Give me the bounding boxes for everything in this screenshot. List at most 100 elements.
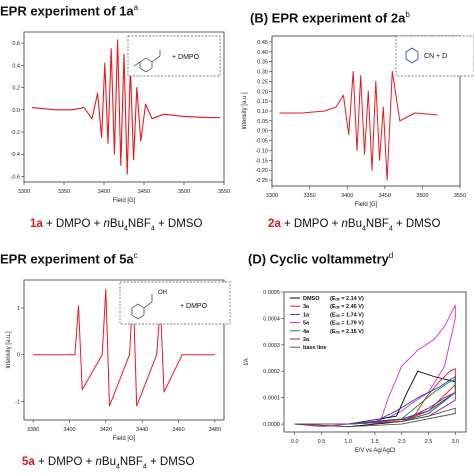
legend-label: base line (303, 345, 327, 351)
x-tick-label: 3300 (18, 189, 30, 195)
x-tick-label: 0.0 (291, 439, 299, 445)
legend-label: 3a (303, 304, 310, 310)
y-tick-label: 0.30 (257, 70, 268, 76)
x-tick-label: 2.5 (425, 439, 433, 445)
plot-frame (23, 31, 225, 183)
y-tick-label: 0.15 (257, 99, 268, 105)
x-tick-label: 3.0 (451, 439, 459, 445)
epr-2a-chart: 3300 3350 3400 3450 3500 3550 0.45 0.40 0.35 0.30… (242, 35, 474, 208)
y-tick-label: -0.6 (11, 174, 20, 180)
molecule-structure-icon (131, 294, 153, 320)
x-tick-label: 2.0 (398, 439, 406, 445)
y-tick-label: -0.20 (255, 168, 268, 174)
x-axis-label: E/V vs Ag/AgCl (355, 448, 396, 454)
y-tick-label: 0.0004 (263, 316, 280, 322)
x-tick-label: 3480 (209, 427, 221, 433)
y-tick-label: 0.4 (12, 63, 20, 69)
y-tick-label: 0.2 (12, 86, 20, 92)
y-tick-label: 0.10 (257, 109, 268, 115)
molecule-structure-icon (405, 47, 419, 64)
x-tick-label: 0.5 (318, 439, 326, 445)
x-tick-label: 3400 (63, 427, 75, 433)
inset-dmpo-label: + DMPO (180, 303, 208, 310)
inset-cn-label: CN + D (424, 53, 447, 60)
y-tick-label: -0.2 (11, 130, 20, 136)
x-tick-label: 3550 (454, 193, 466, 199)
inset-dmpo-label: + DMPO (172, 54, 200, 61)
legend-eox-value: (Eₒₓ = 1.74 V) (330, 312, 364, 318)
y-tick-label: 0.20 (257, 89, 268, 95)
inset-oh-label: OH (158, 290, 167, 296)
x-axis-label: Field [G] (113, 198, 136, 204)
inset-box (127, 35, 221, 77)
x-tick-label: 3460 (172, 427, 184, 433)
x-tick-label: 3500 (416, 193, 428, 199)
panel-c-caption: 5a + DMPO + nBu4NBF4 + DMSO (22, 456, 195, 471)
x-axis-label: Field [G] (355, 202, 378, 208)
x-tick-label: 1.5 (371, 439, 379, 445)
y-tick-label: 0.25 (257, 79, 268, 85)
x-tick-label: 3440 (136, 427, 148, 433)
molecule-structure-icon (133, 50, 161, 73)
legend-eox-value: (Eₒₓ = 2.46 V) (330, 304, 364, 310)
epr-1a-chart: 3300 3350 3400 3450 3500 3550 0.6 0.4 0.2 0.0 -0.2… (11, 31, 230, 204)
legend-label: 2a (303, 337, 310, 343)
y-tick-label: 0 (17, 353, 20, 359)
x-tick-label: 1.0 (344, 439, 352, 445)
cyclic-voltammetry-chart: 0.0 0.5 1.0 1.5 2.0 2.5 3.0 0.0005 0.0004 0.0003 0… (244, 290, 467, 454)
epr-5a-chart: 3380 3400 3420 3440 3460 3480 1 0 -1 Field [G] Int… (6, 279, 231, 442)
x-tick-label: 3420 (100, 427, 112, 433)
y-tick-label: 0.05 (257, 119, 268, 125)
series-line-4a (294, 378, 456, 425)
y-tick-label: 0.0005 (263, 290, 280, 296)
x-tick-label: 3550 (218, 189, 230, 195)
panel-c-title: EPR experiment of 5ac (0, 251, 138, 267)
y-tick-label: 0.0001 (263, 396, 280, 402)
y-axis-label: Intensity [a.u.] (242, 92, 248, 130)
inset-box (119, 281, 231, 325)
series-line-epr (33, 288, 215, 407)
x-tick-label: 3350 (58, 189, 70, 195)
legend-eox-value: (Eₒₓ = 2.16 V) (330, 329, 364, 335)
plot-frame (23, 279, 225, 421)
x-tick-label: 3400 (341, 193, 353, 199)
legend-label: 4a (303, 329, 310, 335)
y-tick-label: 0.00 (257, 129, 268, 135)
x-tick-label: 3400 (98, 189, 110, 195)
y-axis-label: Intensity [a.u.] (6, 331, 12, 369)
panel-a-title: EPR experiment of 1aa (0, 3, 139, 19)
y-tick-label: 0.45 (257, 40, 268, 46)
x-axis-label: Field [G] (113, 436, 136, 442)
plot-frame (283, 291, 467, 433)
panel-b-caption: 2a + DMPO + nBu4NBF4 + DMSO (268, 218, 441, 233)
y-tick-label: -1 (15, 399, 20, 405)
y-tick-label: -0.05 (255, 139, 268, 145)
series-line-1a (294, 376, 456, 425)
legend-eox-value: (Eₒₓ = 1.79 V) (330, 321, 364, 327)
panel-b-title: (B) EPR experiment of 2ab (250, 10, 410, 26)
series-line-base-line (294, 407, 456, 428)
y-tick-label: 0.6 (12, 41, 20, 47)
legend-label: 1a (303, 312, 310, 318)
y-tick-label: -0.10 (255, 148, 268, 154)
y-tick-label: 0.0000 (263, 422, 280, 428)
y-tick-label: -0.25 (255, 178, 268, 184)
y-tick-label: 1 (17, 306, 20, 312)
x-tick-label: 3300 (266, 193, 278, 199)
x-tick-label: 3450 (379, 193, 391, 199)
panel-d-title: (D) Cyclic voltammetryd (248, 251, 394, 267)
panel-a-caption: 1a + DMPO + nBu4NBF4 + DMSO (30, 218, 203, 233)
y-tick-label: 0.35 (257, 60, 268, 66)
legend-label: DMSO (303, 296, 320, 302)
inset-box (395, 35, 474, 77)
y-axis-label: I/A (244, 358, 250, 365)
y-tick-label: -0.15 (255, 158, 268, 164)
x-tick-label: 3500 (178, 189, 190, 195)
y-tick-label: 0.40 (257, 50, 268, 56)
y-tick-label: 0.0 (12, 108, 20, 114)
series-line-epr (279, 71, 438, 181)
series-line-epr (31, 39, 220, 175)
y-tick-label: 0.0002 (263, 369, 280, 375)
y-tick-label: -0.4 (11, 152, 20, 158)
legend-eox-value: (Eₒₓ = 2.14 V) (330, 296, 364, 302)
